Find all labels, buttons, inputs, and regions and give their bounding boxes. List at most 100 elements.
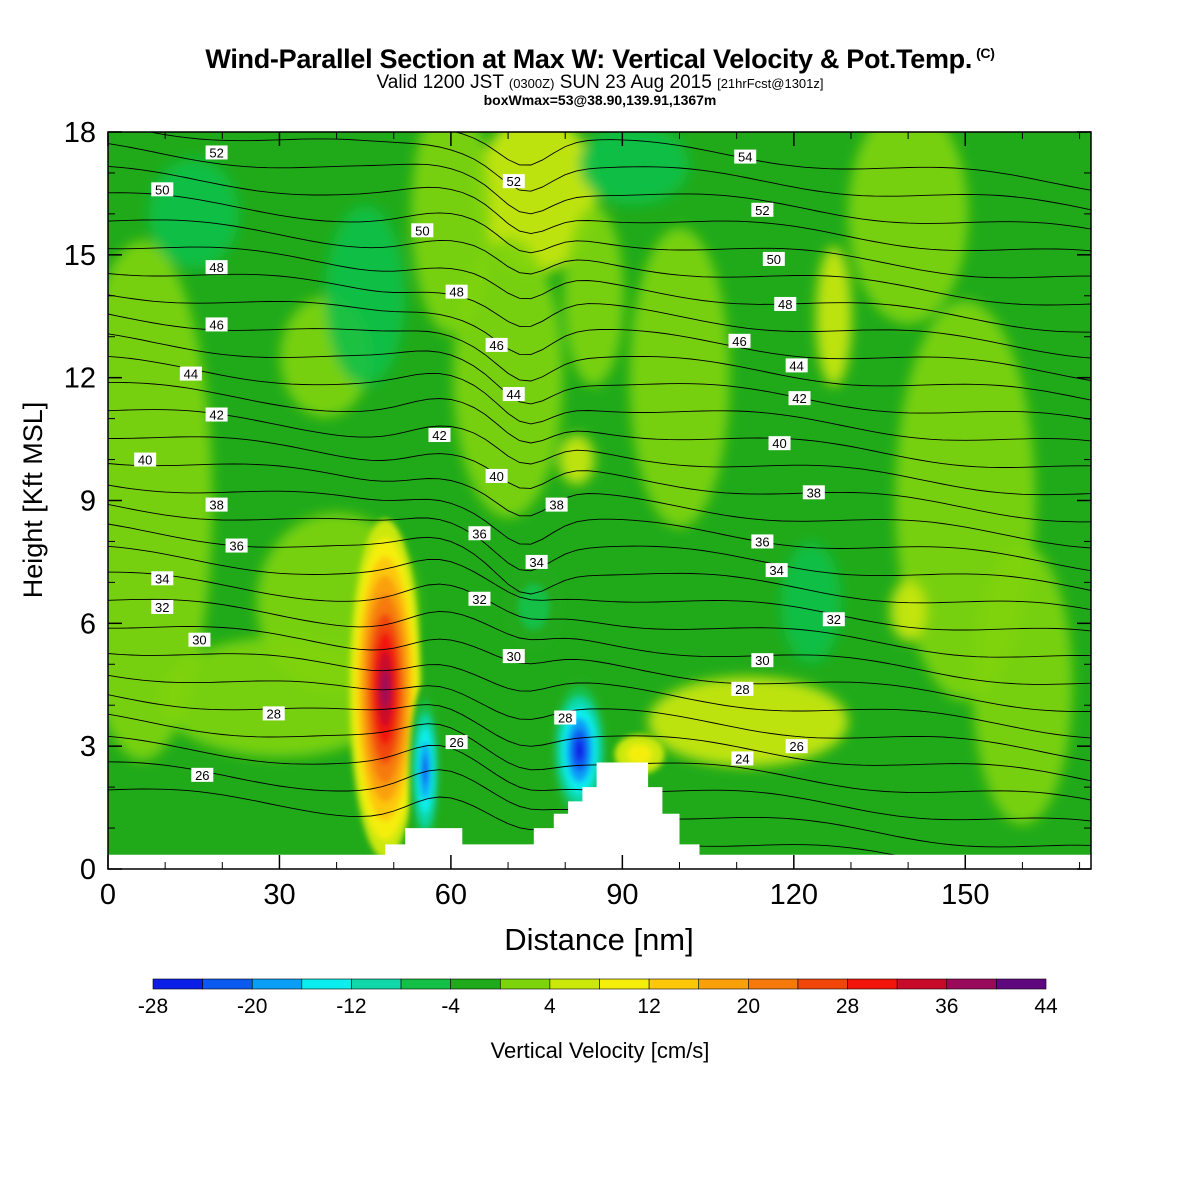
- theta-label-text: 50: [155, 182, 169, 197]
- velocity-cell-level: [518, 584, 549, 630]
- y-tick-label: 18: [64, 117, 96, 149]
- theta-label-text: 24: [735, 751, 749, 766]
- theta-label-box: [751, 534, 774, 549]
- colorbar-tick-label: 12: [637, 995, 660, 1018]
- theta-contour-label: 48: [774, 296, 797, 312]
- colorbar-tick-label: 20: [737, 995, 760, 1018]
- field-patch: [629, 227, 730, 528]
- theta-label-text: 32: [472, 592, 486, 607]
- field-patch: [159, 637, 400, 758]
- colorbar-swatch: [797, 978, 848, 990]
- forecast-info: [21hrFcst@1301z]: [717, 76, 824, 91]
- theta-label-text: 42: [209, 408, 223, 423]
- theta-label-text: 40: [138, 453, 152, 468]
- theta-label-box: [188, 632, 211, 647]
- colorbar-swatch: [351, 978, 402, 990]
- field-patch: [890, 581, 927, 642]
- y-tick-label: 12: [64, 363, 96, 395]
- theta-label-box: [751, 202, 774, 217]
- theta-label-box: [151, 599, 174, 614]
- colorbar-swatch: [549, 978, 600, 990]
- y-tick-label: 6: [80, 608, 96, 640]
- colorbar-label: Vertical Velocity [cm/s]: [491, 1038, 710, 1063]
- theta-contour-label: 46: [728, 333, 751, 349]
- theta-label-box: [762, 251, 785, 266]
- x-tick-label: 30: [263, 879, 295, 911]
- theta-contour-label: 34: [151, 571, 174, 586]
- field-patch: [148, 158, 239, 269]
- theta-contour-label: 36: [751, 534, 774, 549]
- theta-label-text: 36: [229, 539, 243, 554]
- velocity-cell-level: [575, 739, 584, 761]
- field-patch: [815, 246, 852, 387]
- theta-contour-label: 48: [445, 284, 468, 300]
- theta-label-text: 40: [489, 469, 503, 484]
- field-patch: [848, 132, 969, 324]
- theta-contour-label: 44: [179, 366, 202, 382]
- theta-contour-label: 54: [734, 149, 757, 165]
- theta-contour-label: 46: [205, 317, 228, 332]
- theta-contour-line: [108, 273, 1091, 359]
- theta-label-box: [205, 407, 228, 422]
- chart-title: Wind-Parallel Section at Max W: Vertical…: [0, 44, 1200, 75]
- theta-contour-label: 34: [525, 554, 548, 570]
- valid-date: SUN 23 Aug 2015: [559, 72, 712, 93]
- theta-contour-line: [108, 571, 1091, 658]
- theta-contour-label: 28: [731, 681, 754, 697]
- theta-label-box: [822, 612, 845, 627]
- theta-label-box: [151, 571, 174, 586]
- velocity-field: [108, 132, 1073, 859]
- field-patch: [578, 132, 689, 205]
- theta-label-box: [731, 751, 754, 766]
- colorbar-tick-label: -20: [237, 995, 267, 1018]
- theta-contour-label: 38: [802, 485, 825, 500]
- y-tick-label: 9: [80, 486, 96, 518]
- theta-label-text: 34: [529, 555, 543, 570]
- theta-contour-line: [108, 626, 1091, 713]
- theta-contour-label: 50: [762, 251, 785, 267]
- colorbar-swatch: [698, 978, 749, 990]
- theta-label-box: [785, 739, 808, 754]
- theta-label-box: [765, 563, 788, 578]
- theta-contour-line: [108, 674, 1091, 762]
- theta-label-text: 34: [155, 571, 169, 586]
- theta-contour-line: [108, 409, 1091, 496]
- theta-label-text: 34: [769, 563, 783, 578]
- theta-contour-line: [108, 165, 1091, 252]
- updraft-core: [349, 518, 422, 859]
- theta-label-text: 38: [807, 485, 821, 500]
- colorbar-swatch: [301, 978, 352, 990]
- colorbar: -28 -20 -12 -4 4 12 20 28 36 44: [138, 978, 1058, 1018]
- colorbar-swatch: [847, 978, 898, 990]
- theta-label-box: [468, 591, 491, 606]
- colorbar-tick-label: -4: [441, 995, 460, 1018]
- colorbar-swatch: [499, 978, 551, 990]
- theta-label-box: [728, 333, 751, 348]
- theta-label-box: [554, 710, 577, 725]
- colorbar-swatch: [946, 978, 997, 990]
- y-tick-label: 15: [64, 240, 96, 272]
- theta-label-box: [191, 767, 214, 782]
- theta-label-text: 44: [184, 367, 198, 382]
- colorbar-swatch: [996, 978, 1047, 990]
- x-tick-label: 150: [941, 879, 989, 911]
- theta-label-text: 30: [755, 653, 769, 668]
- theta-label-text: 48: [209, 260, 223, 275]
- theta-label-text: 36: [472, 526, 486, 541]
- theta-label-box: [751, 653, 774, 668]
- theta-contour-label: 28: [262, 706, 285, 721]
- theta-label-box: [134, 452, 157, 467]
- theta-label-text: 30: [507, 649, 521, 664]
- theta-contour-label: 26: [445, 735, 468, 750]
- theta-label-text: 28: [558, 711, 572, 726]
- field-patch: [558, 434, 595, 485]
- theta-label-text: 52: [209, 145, 223, 160]
- theta-contour-line: [108, 598, 1091, 685]
- valid-time: Valid 1200 JST: [376, 72, 504, 93]
- theta-contour-label: 40: [485, 468, 508, 484]
- colorbar-tick-label: 28: [836, 995, 859, 1018]
- theta-label-text: 52: [507, 174, 521, 189]
- theta-contour-line: [108, 219, 1091, 306]
- theta-label-box: [179, 366, 202, 381]
- theta-label-text: 46: [209, 317, 223, 332]
